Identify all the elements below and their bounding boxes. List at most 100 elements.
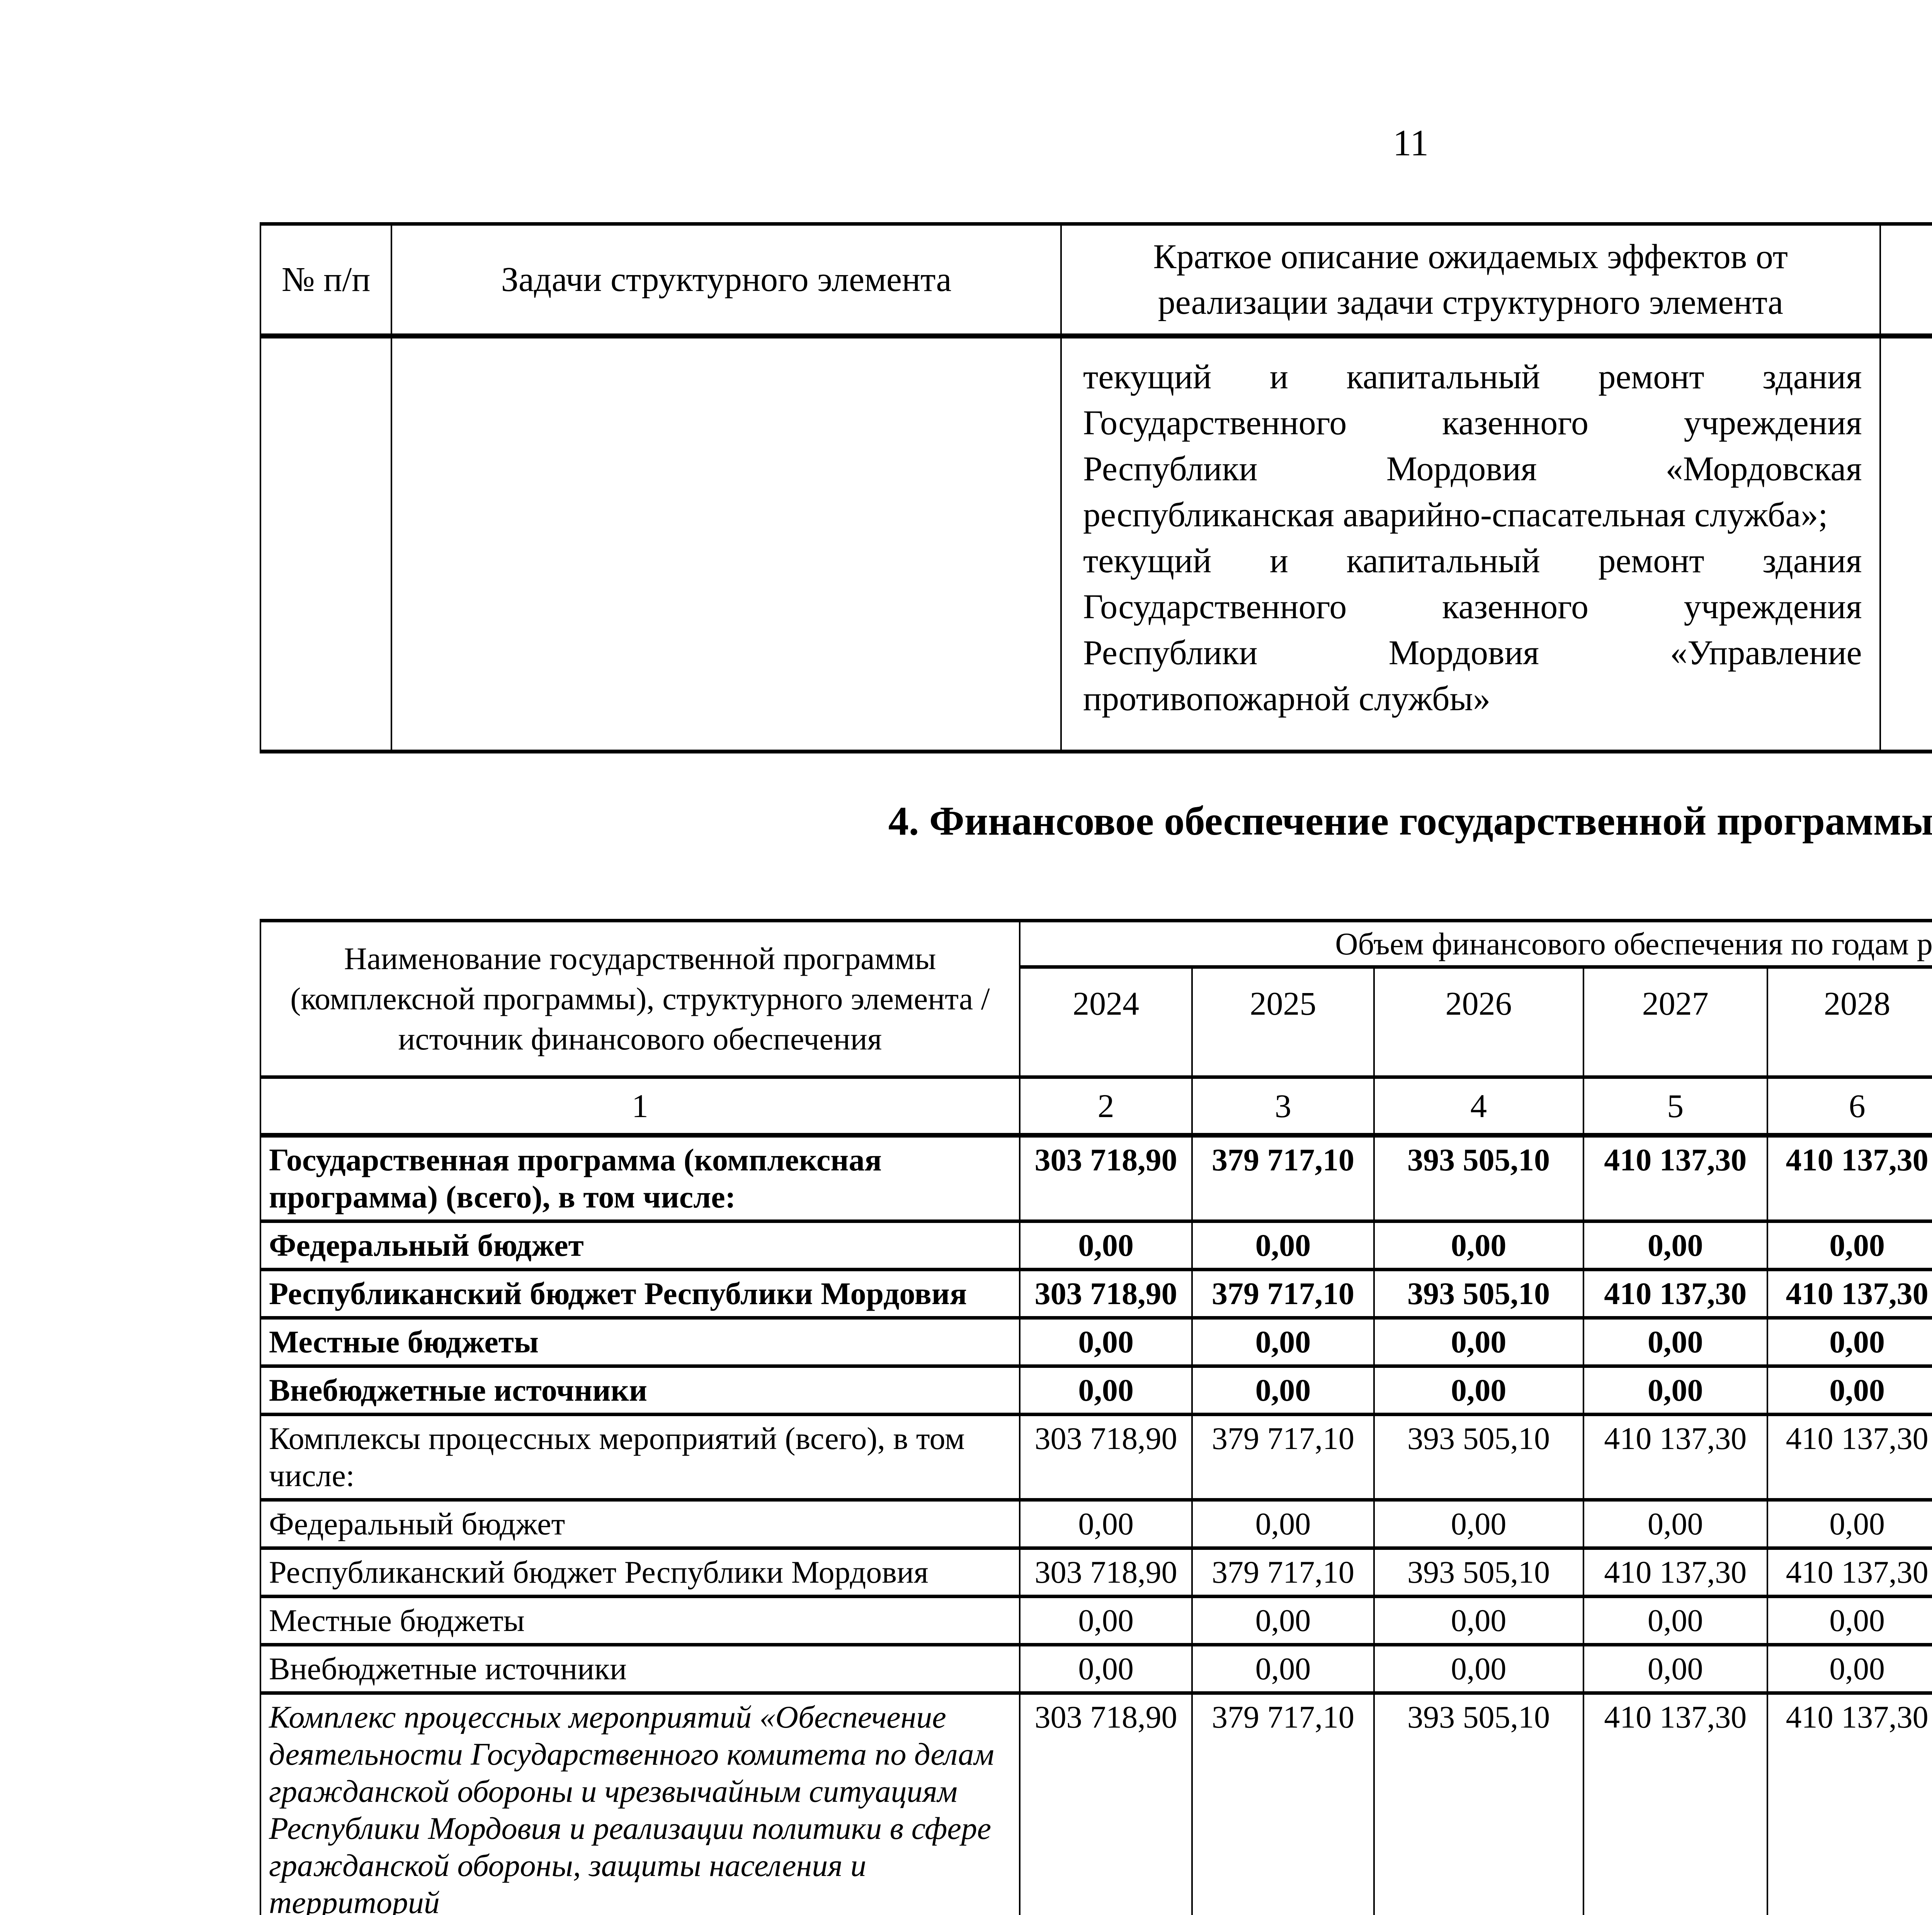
finance-row-value-cell: 410 137,30 xyxy=(1766,1133,1932,1223)
year-header-2027: 2027 xyxy=(1582,965,1768,1079)
finance-row-name-cell: Республиканский бюджет Республики Мордов… xyxy=(260,1267,1020,1320)
finance-row-value-cell: 0,00 xyxy=(1191,1594,1375,1646)
finance-row-value-cell: 0,00 xyxy=(1373,1594,1584,1646)
tasks-table-body: текущий и капитальный ремонт здания Госу… xyxy=(259,336,1932,753)
year-header-2025: 2025 xyxy=(1191,965,1375,1079)
finance-row-value-cell: 0,00 xyxy=(1766,1594,1932,1646)
finance-row-value-cell: 393 505,10 xyxy=(1373,1412,1584,1502)
finance-row-value-cell: 0,00 xyxy=(1191,1643,1375,1695)
finance-row-value-cell: 410 137,30 xyxy=(1766,1267,1932,1320)
finance-table-body: Государственная программа (комплексная п… xyxy=(260,1133,1932,1915)
finance-row-name-cell: Местные бюджеты xyxy=(260,1316,1020,1368)
finance-row-value-cell: 0,00 xyxy=(1582,1594,1768,1646)
finance-table-row: Государственная программа (комплексная п… xyxy=(260,1133,1932,1223)
column-number: 1 xyxy=(260,1075,1020,1138)
finance-table-row: Республиканский бюджет Республики Мордов… xyxy=(260,1267,1932,1320)
finance-row-value-cell: 0,00 xyxy=(1019,1498,1193,1550)
finance-row-value-cell: 0,00 xyxy=(1191,1364,1375,1416)
tasks-header-effects: Краткое описание ожидаемых эффектов от р… xyxy=(1060,222,1881,338)
finance-header-years-row: 2024 2025 2026 2027 2028 2029 2030 всего xyxy=(260,965,1932,1079)
finance-row-value-cell: 393 505,10 xyxy=(1373,1546,1584,1598)
finance-table-row: Федеральный бюджет 0,000,000,000,000,000… xyxy=(260,1498,1932,1550)
finance-row-value-cell: 379 717,10 xyxy=(1191,1691,1375,1915)
finance-row-value-cell: 0,00 xyxy=(1766,1219,1932,1271)
finance-row-value-cell: 303 718,90 xyxy=(1019,1546,1193,1598)
finance-row-value-cell: 0,00 xyxy=(1766,1643,1932,1695)
finance-row-value-cell: 379 717,10 xyxy=(1191,1133,1375,1223)
effects-paragraph: текущий и капитальный ремонт здания Госу… xyxy=(1083,358,1862,534)
tasks-table: № п/п Задачи структурного элемента Кратк… xyxy=(259,222,1932,753)
finance-header-volume: Объем финансового обеспечения по годам р… xyxy=(1019,919,1932,969)
finance-row-value-cell: 0,00 xyxy=(1019,1364,1193,1416)
tasks-table-body-row: текущий и капитальный ремонт здания Госу… xyxy=(259,336,1932,753)
finance-row-value-cell: 410 137,30 xyxy=(1582,1691,1768,1915)
finance-row-value-cell: 0,00 xyxy=(1373,1219,1584,1271)
finance-row-value-cell: 410 137,30 xyxy=(1582,1267,1768,1320)
column-number: 5 xyxy=(1582,1075,1768,1138)
year-header-2028: 2028 xyxy=(1766,965,1932,1079)
finance-row-value-cell: 0,00 xyxy=(1582,1364,1768,1416)
finance-table-row: Комплексы процессных мероприятий (всего)… xyxy=(260,1412,1932,1502)
finance-table-row: Федеральный бюджет 0,000,000,000,000,000… xyxy=(260,1219,1932,1271)
tasks-table-header-row: № п/п Задачи структурного элемента Кратк… xyxy=(259,222,1932,338)
finance-column-numbers-row: 1 2 3 4 5 6 7 8 9 xyxy=(260,1075,1932,1138)
finance-row-value-cell: 303 718,90 xyxy=(1019,1267,1193,1320)
finance-row-value-cell: 393 505,10 xyxy=(1373,1691,1584,1915)
finance-row-value-cell: 410 137,30 xyxy=(1766,1691,1932,1915)
finance-row-value-cell: 393 505,10 xyxy=(1373,1133,1584,1223)
finance-row-value-cell: 0,00 xyxy=(1373,1364,1584,1416)
finance-row-value-cell: 0,00 xyxy=(1191,1316,1375,1368)
year-header-2024: 2024 xyxy=(1019,965,1193,1079)
finance-row-value-cell: 0,00 xyxy=(1766,1498,1932,1550)
finance-row-value-cell: 410 137,30 xyxy=(1766,1546,1932,1598)
finance-table: Наименование государственной программы (… xyxy=(260,919,1932,1915)
finance-row-value-cell: 0,00 xyxy=(1019,1316,1193,1368)
finance-row-value-cell: 0,00 xyxy=(1582,1316,1768,1368)
finance-row-value-cell: 393 505,10 xyxy=(1373,1267,1584,1320)
column-number: 6 xyxy=(1766,1075,1932,1138)
finance-row-name-cell: Федеральный бюджет xyxy=(260,1219,1020,1271)
finance-row-value-cell: 0,00 xyxy=(1019,1219,1193,1271)
finance-row-name-cell: Местные бюджеты xyxy=(260,1594,1020,1646)
year-header-2026: 2026 xyxy=(1373,965,1584,1079)
finance-row-value-cell: 303 718,90 xyxy=(1019,1412,1193,1502)
finance-row-value-cell: 410 137,30 xyxy=(1582,1412,1768,1502)
finance-row-value-cell: 410 137,30 xyxy=(1582,1546,1768,1598)
tasks-header-num: № п/п xyxy=(259,222,393,338)
tasks-header-task: Задачи структурного элемента xyxy=(391,222,1062,338)
effects-cell: текущий и капитальный ремонт здания Госу… xyxy=(1060,336,1881,753)
finance-row-value-cell: 0,00 xyxy=(1019,1643,1193,1695)
section-heading: 4. Финансовое обеспечение государственно… xyxy=(888,798,1932,844)
finance-header-name: Наименование государственной программы (… xyxy=(260,919,1020,1079)
finance-header-top-row: Наименование государственной программы (… xyxy=(260,919,1932,1079)
finance-table-header: Наименование государственной программы (… xyxy=(260,919,1932,1138)
column-number: 2 xyxy=(1019,1075,1193,1138)
column-number: 3 xyxy=(1191,1075,1375,1138)
finance-row-value-cell: 303 718,90 xyxy=(1019,1133,1193,1223)
finance-row-value-cell: 0,00 xyxy=(1766,1364,1932,1416)
empty-num-cell xyxy=(259,336,393,753)
tasks-header-indicators: Связь с показателями xyxy=(1879,222,1932,338)
finance-row-value-cell: 379 717,10 xyxy=(1191,1412,1375,1502)
finance-table-row: Республиканский бюджет Республики Мордов… xyxy=(260,1546,1932,1598)
finance-row-value-cell: 0,00 xyxy=(1582,1643,1768,1695)
finance-row-value-cell: 0,00 xyxy=(1582,1219,1768,1271)
finance-row-value-cell: 0,00 xyxy=(1373,1316,1584,1368)
finance-table-row: Внебюджетные источники 0,00 0,00 0,00 0,00 0… xyxy=(260,1364,1932,1416)
finance-row-value-cell: 303 718,90 xyxy=(1019,1691,1193,1915)
tasks-table-header: № п/п Задачи структурного элемента Кратк… xyxy=(259,222,1932,338)
finance-row-name-cell: Комплексы процессных мероприятий (всего)… xyxy=(260,1412,1020,1502)
page-number: 11 xyxy=(1393,122,1429,163)
finance-table-row: Комплекс процессных мероприятий «Обеспеч… xyxy=(260,1691,1932,1915)
finance-row-value-cell: 410 137,30 xyxy=(1766,1412,1932,1502)
finance-row-value-cell: 379 717,10 xyxy=(1191,1267,1375,1320)
finance-table-row: Местные бюджеты 0,000,000,000,000,000,00… xyxy=(260,1594,1932,1646)
finance-row-name-cell: Республиканский бюджет Республики Мордов… xyxy=(260,1546,1020,1598)
finance-row-value-cell: 379 717,10 xyxy=(1191,1546,1375,1598)
finance-row-name-cell: Комплекс процессных мероприятий «Обеспеч… xyxy=(260,1691,1020,1915)
finance-row-value-cell: 410 137,30 xyxy=(1582,1133,1768,1223)
finance-row-name-cell: Федеральный бюджет xyxy=(260,1498,1020,1550)
finance-row-value-cell: 0,00 xyxy=(1191,1498,1375,1550)
effects-paragraph: текущий и капитальный ремонт здания Госу… xyxy=(1083,542,1862,718)
